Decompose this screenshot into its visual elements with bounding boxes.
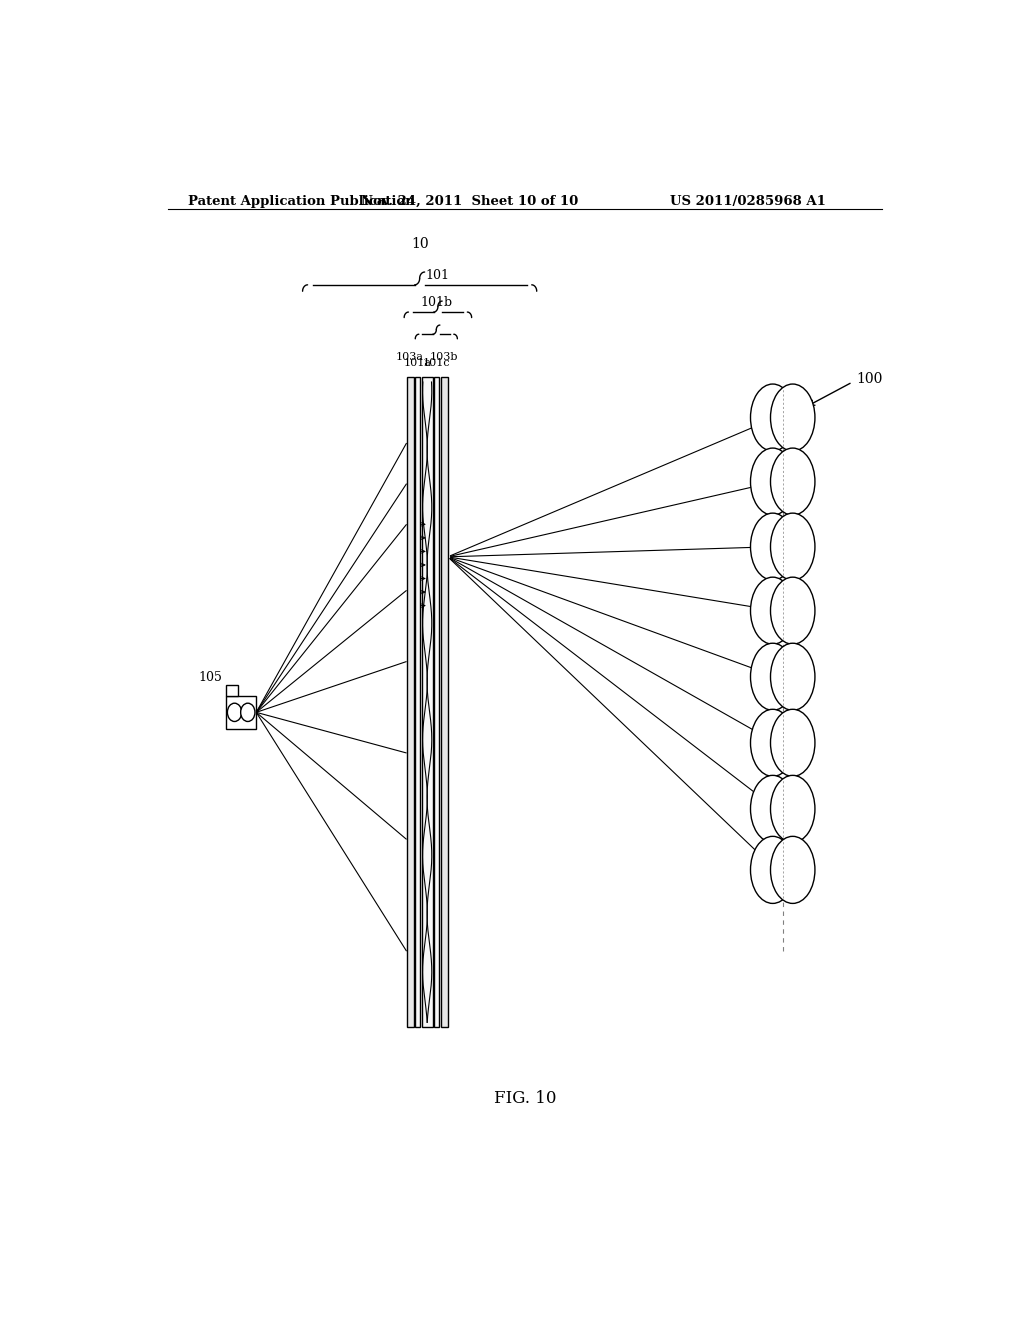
Ellipse shape — [751, 447, 795, 515]
Ellipse shape — [751, 775, 795, 842]
Text: 101b: 101b — [420, 296, 453, 309]
Bar — [226, 685, 239, 696]
Ellipse shape — [770, 837, 815, 903]
Text: 100: 100 — [856, 372, 883, 385]
Text: FIG. 10: FIG. 10 — [494, 1090, 556, 1107]
Ellipse shape — [770, 513, 815, 581]
Ellipse shape — [770, 447, 815, 515]
Text: 101a: 101a — [403, 358, 432, 368]
Ellipse shape — [770, 577, 815, 644]
Ellipse shape — [770, 384, 815, 451]
Ellipse shape — [770, 709, 815, 776]
Ellipse shape — [770, 775, 815, 842]
Ellipse shape — [751, 837, 795, 903]
Ellipse shape — [751, 709, 795, 776]
Circle shape — [227, 704, 242, 722]
Text: 105: 105 — [199, 671, 222, 684]
Circle shape — [241, 704, 255, 722]
Text: 101c: 101c — [423, 358, 451, 368]
Text: Patent Application Publication: Patent Application Publication — [187, 195, 415, 209]
Ellipse shape — [751, 384, 795, 451]
Bar — [407, 378, 414, 1027]
Ellipse shape — [770, 643, 815, 710]
Ellipse shape — [751, 577, 795, 644]
Text: Nov. 24, 2011  Sheet 10 of 10: Nov. 24, 2011 Sheet 10 of 10 — [360, 195, 578, 209]
Text: 103a: 103a — [396, 351, 424, 362]
Bar — [226, 696, 256, 729]
Bar — [434, 378, 439, 1027]
Bar — [440, 378, 447, 1027]
Bar — [422, 378, 433, 1027]
Bar — [416, 378, 420, 1027]
Ellipse shape — [751, 513, 795, 581]
Ellipse shape — [751, 643, 795, 710]
Text: 101: 101 — [426, 269, 450, 282]
Text: 103b: 103b — [430, 351, 459, 362]
Text: US 2011/0285968 A1: US 2011/0285968 A1 — [671, 195, 826, 209]
Text: 10: 10 — [411, 236, 428, 251]
